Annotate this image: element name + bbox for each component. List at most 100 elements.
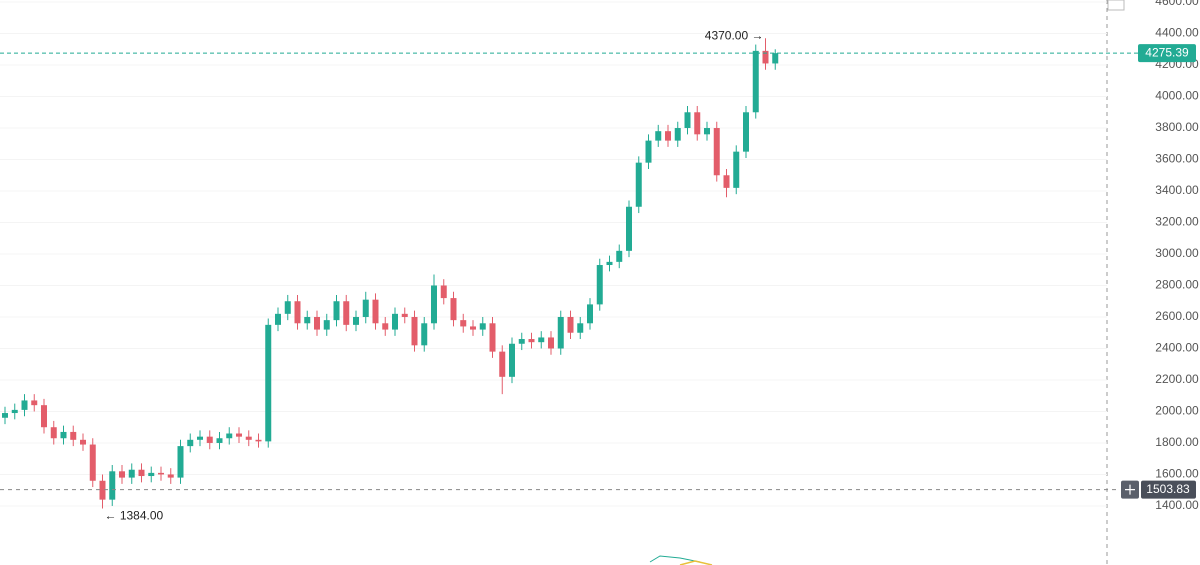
y-tick-label: 2800.00 [1155,278,1199,292]
y-tick-label: 1400.00 [1155,498,1199,512]
candle-body [655,131,662,141]
candle-body [616,250,623,262]
grid [0,1,1107,507]
candle-body [587,304,593,324]
candle-body [665,131,671,141]
candle-body [577,323,584,333]
candle-body [372,299,379,324]
crosshair-label: 1503.83 [1146,482,1190,496]
last-price-label: 4275.39 [1145,45,1189,59]
y-tick-label: 2400.00 [1155,341,1199,355]
candle-body [148,472,155,477]
y-tick-label: 3000.00 [1155,246,1199,260]
candle-body [421,323,428,346]
candle-body [684,112,691,129]
candle-body [704,128,710,135]
candle-body [99,480,106,500]
y-tick-label: 1800.00 [1155,435,1199,449]
candle-body [557,316,564,349]
candle-body [294,301,301,324]
candle-body [762,50,769,64]
candle-body [509,343,515,377]
candle-body [606,261,613,266]
candle-body [138,469,145,477]
candle-body [713,128,720,176]
candle-body [596,265,603,305]
candle-body [236,433,242,437]
candle-body [41,405,47,428]
candle-body [440,285,447,299]
candle-body [479,323,486,330]
candle-body [304,316,311,324]
high-annotation: 4370.00 → [705,28,764,42]
candle-body [197,436,203,440]
candle-body [187,439,194,447]
plus-icon [1125,484,1135,495]
candle-body [226,433,233,439]
candle-body [460,320,467,327]
candle-body [567,316,574,333]
candle-body [499,351,506,377]
candle-body [275,313,281,325]
indicator-line [679,560,713,565]
candle-body [216,438,223,443]
y-tick-label: 4400.00 [1155,26,1199,40]
indicator-line [649,555,701,563]
candle-body [50,427,57,439]
candle-body [489,323,496,352]
corner-icon[interactable] [1107,0,1125,11]
crosshair-tag [1141,480,1196,499]
candle-body [548,337,554,349]
y-tick-label: 2600.00 [1155,309,1199,323]
candle-body [177,446,184,478]
candle-body [284,301,291,314]
y-tick-label: 3800.00 [1155,120,1199,134]
candle-body [158,472,164,475]
candle-body [128,469,135,478]
candle-body [401,313,408,317]
candle-body [694,112,701,135]
candle-body [674,128,681,141]
candle-body [733,151,740,188]
candle-body [333,301,340,321]
candle-body [21,400,28,410]
candle-body [206,436,213,443]
candle-body [265,324,272,442]
candle-body [382,323,389,330]
candle-body [119,471,125,478]
candle-body [518,339,525,344]
last-price-tag [1138,44,1196,63]
candle-body [2,413,8,418]
candle-body [89,444,96,481]
y-tick-label: 2200.00 [1155,372,1199,386]
y-tick-label: 3400.00 [1155,183,1199,197]
candle-body [343,301,350,325]
candle-body [60,431,67,439]
candle-body [645,140,652,163]
low-annotation: ← 1384.00 [105,509,164,523]
candle-body [11,409,18,414]
y-tick-label: 4600.00 [1155,0,1199,8]
candle-body [245,436,252,440]
candle-body [450,298,457,321]
y-tick-label: 3200.00 [1155,215,1199,229]
candle-body [626,206,632,251]
y-tick-label: 4000.00 [1155,89,1199,103]
candle-body [323,320,330,330]
candle-body [411,316,418,346]
candle-body [772,53,779,64]
candle-body [70,431,77,440]
candle-body [392,313,398,330]
candle-body [353,316,359,325]
candle-body [255,439,262,442]
candle-body [635,162,642,207]
candle-body [528,339,535,343]
candle-body [470,326,476,330]
y-tick-label: 3600.00 [1155,152,1199,166]
candle-body [723,175,730,188]
y-tick-label: 2000.00 [1155,404,1199,418]
candle-body [109,471,116,500]
candle-body [31,400,38,406]
candle-body [80,439,86,445]
